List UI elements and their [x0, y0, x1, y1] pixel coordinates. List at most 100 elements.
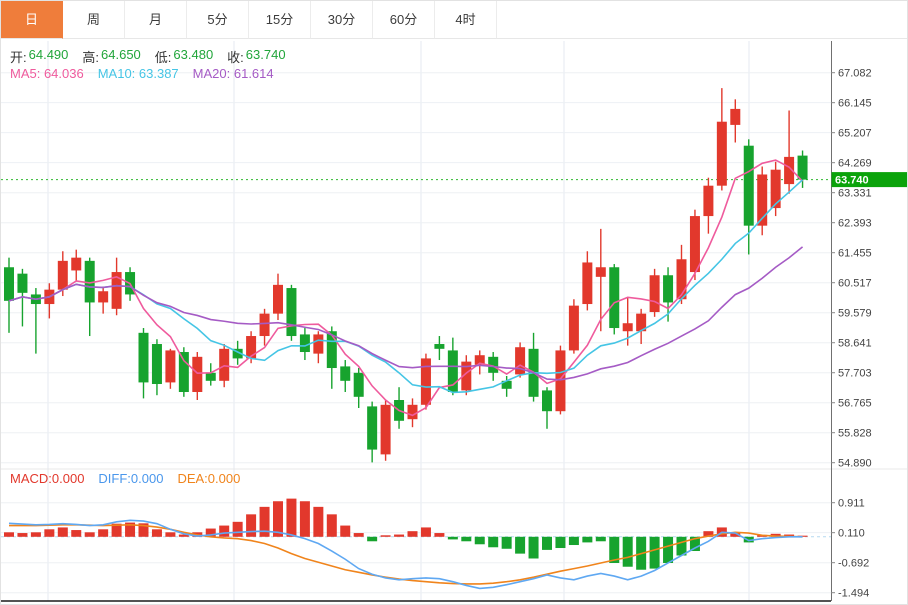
tab-week[interactable]: 周	[63, 1, 125, 39]
svg-text:-1.494: -1.494	[838, 588, 869, 600]
diff-line	[8, 519, 803, 590]
tab-month[interactable]: 月	[125, 1, 187, 39]
tab-4hour[interactable]: 4时	[435, 1, 497, 39]
timeframe-tabbar: 日 周 月 5分 15分 30分 60分 4时	[1, 1, 907, 39]
chart-area[interactable]: 67.082 66.145 65.207 64.269 63.331 62.393 61.4…	[1, 39, 907, 605]
candle-body	[488, 356, 499, 373]
svg-text:63.331: 63.331	[838, 188, 872, 200]
candle-body	[84, 260, 95, 303]
close-label: 收:	[227, 50, 244, 65]
candle-body	[730, 108, 741, 125]
candle-body	[622, 323, 633, 332]
candlestick-chart[interactable]: 67.082 66.145 65.207 64.269 63.331 62.393 61.4…	[1, 39, 907, 605]
candle-body	[582, 262, 593, 305]
svg-text:63.740: 63.740	[835, 175, 869, 187]
candle-body	[380, 404, 391, 455]
tab-30min[interactable]: 30分	[311, 1, 373, 39]
ma5-legend-value: MA5: 64.036	[10, 66, 84, 81]
candle-body	[542, 390, 552, 412]
svg-text:66.145: 66.145	[838, 98, 872, 110]
candle-body	[246, 336, 257, 359]
svg-text:56.765: 56.765	[838, 398, 872, 410]
gridlines	[1, 41, 831, 601]
dea-legend-value: DEA:0.000	[177, 471, 241, 486]
candles	[4, 88, 808, 463]
ohlc-legend: 开: 64.490 高: 64.650 低: 63.480 收: 63.740	[10, 47, 286, 66]
macd-legend: MACD:0.000 DIFF:0.000 DEA:0.000	[10, 471, 240, 486]
svg-text:62.393: 62.393	[838, 218, 872, 230]
candle-body	[17, 273, 28, 293]
candle-body	[219, 348, 230, 381]
high-value: 64.650	[101, 47, 141, 62]
candle-body	[353, 372, 364, 397]
candle-body	[501, 380, 512, 389]
candle-body	[273, 284, 283, 314]
candle-body	[743, 145, 754, 226]
candle-body	[797, 155, 808, 180]
diff-legend-value: DIFF:0.000	[98, 471, 164, 486]
svg-text:60.517: 60.517	[838, 278, 872, 290]
candle-body	[151, 344, 162, 385]
candle-body	[447, 350, 458, 393]
svg-text:0.110: 0.110	[838, 528, 865, 540]
candle-body	[636, 313, 647, 332]
svg-text:-0.692: -0.692	[838, 558, 869, 570]
svg-text:0.911: 0.911	[838, 498, 865, 510]
candle-body	[770, 169, 781, 209]
candle-body	[367, 406, 378, 450]
svg-text:65.207: 65.207	[838, 128, 872, 140]
ma10-legend-value: MA10: 63.387	[97, 66, 179, 81]
svg-text:58.641: 58.641	[838, 338, 872, 350]
candle-body	[71, 257, 82, 271]
ma-legend: MA5: 64.036 MA10: 63.387 MA20: 61.614	[10, 66, 274, 81]
candle-body	[286, 288, 297, 337]
svg-text:55.828: 55.828	[838, 428, 872, 440]
candle-body	[138, 332, 149, 383]
tab-day[interactable]: 日	[1, 1, 63, 39]
tabbar-filler	[497, 1, 907, 39]
price-axis: 67.082 66.145 65.207 64.269 63.331 62.393 61.4…	[1, 41, 872, 602]
candle-body	[716, 121, 727, 186]
candle-body	[609, 267, 620, 329]
candle-body	[326, 331, 337, 369]
candle-body	[340, 366, 351, 381]
candle-body	[420, 358, 431, 405]
macd-legend-value: MACD:0.000	[10, 471, 85, 486]
candle-body	[205, 372, 216, 381]
candle-body	[663, 275, 674, 303]
candle-body	[299, 334, 310, 353]
low-label: 低:	[154, 50, 172, 65]
candle-body	[515, 347, 526, 375]
tab-60min[interactable]: 60分	[373, 1, 435, 39]
close-value: 63.740	[245, 47, 286, 62]
candle-body	[474, 355, 485, 365]
candle-body	[555, 350, 566, 412]
candle-body	[232, 348, 243, 359]
candle-body	[313, 334, 324, 354]
candle-body	[461, 361, 472, 391]
tab-15min[interactable]: 15分	[249, 1, 311, 39]
candle-body	[4, 267, 14, 301]
svg-text:54.890: 54.890	[838, 458, 872, 470]
candle-body	[689, 216, 700, 273]
candle-body	[757, 174, 768, 226]
tab-5min[interactable]: 5分	[187, 1, 249, 39]
candle-body	[784, 156, 795, 185]
svg-text:57.703: 57.703	[838, 368, 872, 380]
candle-body	[178, 352, 189, 393]
candle-body	[98, 291, 109, 303]
candle-body	[568, 305, 579, 351]
macd-histogram	[4, 498, 808, 570]
ma20-legend-value: MA20: 61.614	[192, 66, 274, 81]
candle-body	[434, 344, 445, 349]
open-value: 64.490	[28, 47, 69, 62]
candle-body	[165, 350, 176, 383]
candle-body	[595, 267, 606, 277]
candle-body	[407, 404, 418, 420]
candle-body	[703, 185, 714, 217]
high-label: 高:	[82, 50, 100, 65]
svg-text:59.579: 59.579	[838, 308, 872, 320]
ma20-line	[8, 246, 804, 381]
svg-text:61.455: 61.455	[838, 248, 872, 260]
